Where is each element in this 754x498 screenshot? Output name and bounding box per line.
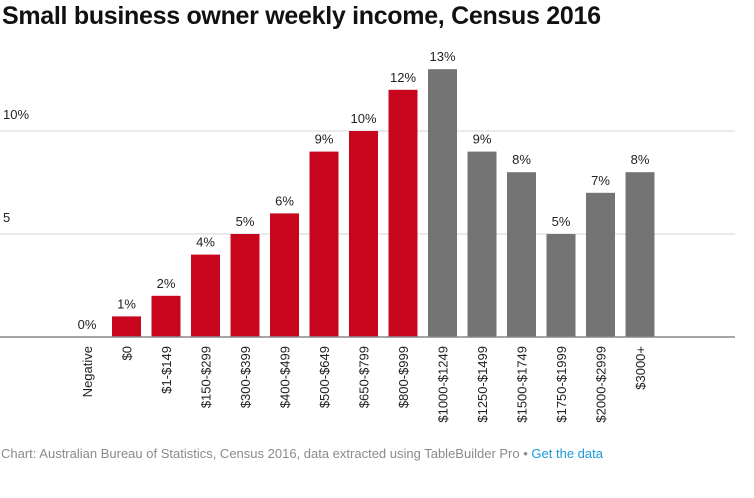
bar	[388, 89, 418, 337]
bar	[428, 69, 457, 337]
data-label: 0%	[78, 317, 97, 332]
category-label: $150-$299	[199, 346, 214, 408]
data-label: 5%	[552, 214, 571, 229]
chart-title: Small business owner weekly income, Cens…	[2, 2, 601, 30]
bar	[546, 234, 576, 337]
data-label: 8%	[631, 152, 650, 167]
category-label: Negative	[80, 346, 95, 397]
category-label: $1500-$1749	[515, 346, 530, 423]
data-label: 9%	[473, 132, 492, 147]
source-text: Chart: Australian Bureau of Statistics, …	[1, 446, 520, 461]
category-label: $400-$499	[278, 346, 293, 408]
get-the-data-link[interactable]: Get the data	[531, 446, 603, 461]
data-label: 4%	[196, 235, 215, 250]
category-label: $500-$649	[317, 346, 332, 408]
data-label: 13%	[429, 49, 455, 64]
bar	[230, 234, 260, 337]
data-label: 9%	[315, 132, 334, 147]
bar	[151, 295, 181, 337]
separator: •	[519, 446, 532, 461]
category-label: $1-$149	[159, 346, 174, 394]
category-label: $3000+	[633, 346, 648, 390]
bar	[507, 172, 536, 337]
bar	[270, 213, 299, 337]
category-label: $0	[120, 346, 135, 360]
category-label: $1250-$1499	[475, 346, 490, 423]
category-label: $2000-$2999	[594, 346, 609, 423]
data-label: 2%	[157, 276, 176, 291]
chart-footer: Chart: Australian Bureau of Statistics, …	[1, 446, 603, 461]
data-label: 7%	[591, 173, 610, 188]
bar	[309, 151, 339, 337]
bar-chart: 5 10% 0% Negative 1% $0 2% $1-$149 4% $150-$299 5%…	[0, 49, 735, 423]
data-label: 5%	[236, 214, 255, 229]
data-label: 12%	[390, 70, 416, 85]
bar	[349, 131, 378, 337]
category-label: $1000-$1249	[436, 346, 451, 423]
bar	[112, 316, 141, 337]
y-tick-label: 10%	[3, 107, 29, 122]
category-label: $650-$799	[357, 346, 372, 408]
bar	[625, 172, 655, 337]
bar	[586, 192, 615, 337]
category-label: $300-$399	[238, 346, 253, 408]
category-label: $1750-$1999	[554, 346, 569, 423]
data-label: 1%	[117, 296, 136, 311]
data-label: 8%	[512, 152, 531, 167]
data-label: 6%	[275, 193, 294, 208]
bar	[467, 151, 497, 337]
category-label: $800-$999	[396, 346, 411, 408]
data-label: 10%	[350, 111, 376, 126]
bar	[191, 254, 220, 337]
y-tick-label: 5	[3, 210, 10, 225]
